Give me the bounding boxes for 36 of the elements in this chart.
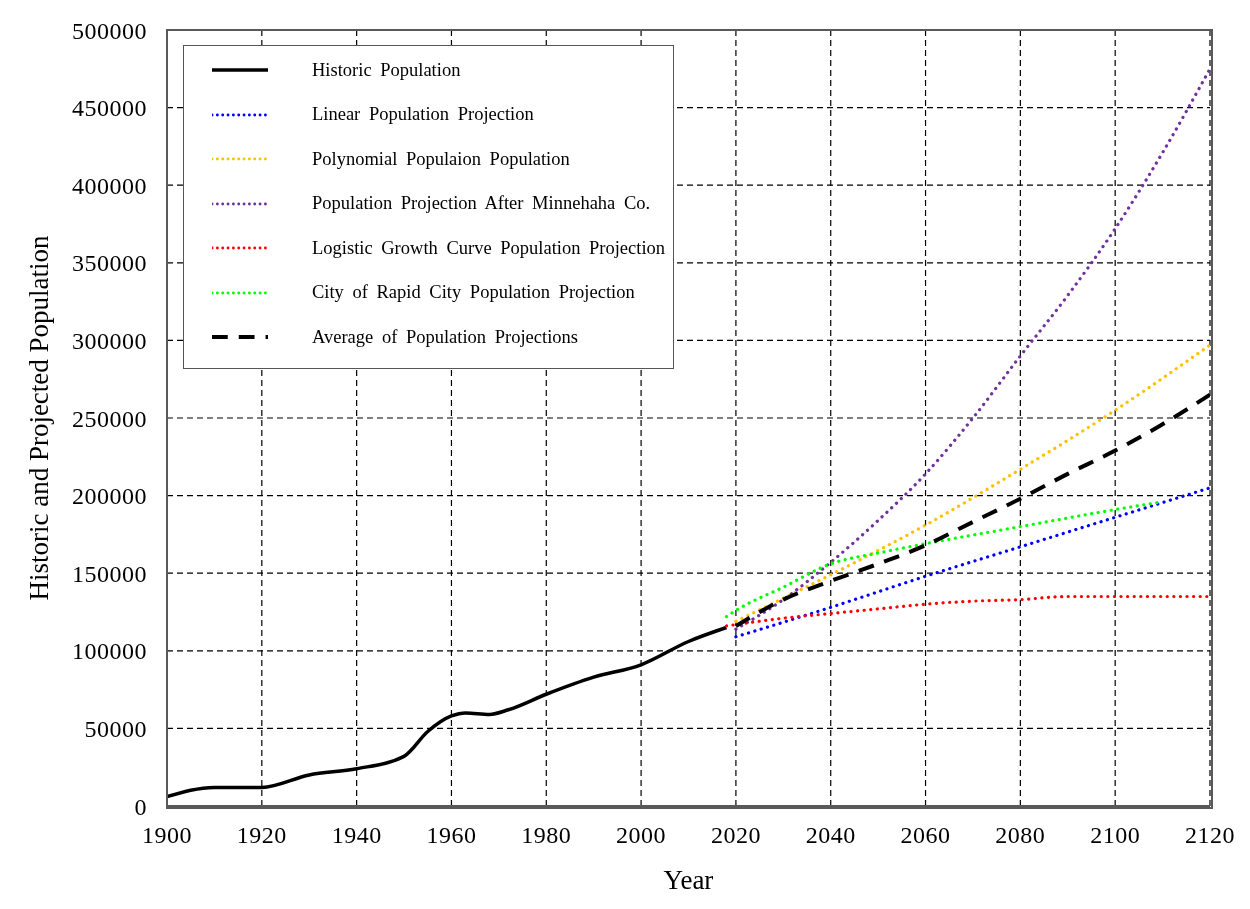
x-tick-label: 2100 bbox=[1090, 822, 1141, 849]
x-tick-label: 2020 bbox=[710, 822, 761, 849]
x-axis-title: Year bbox=[663, 865, 714, 895]
x-tick-label: 2040 bbox=[805, 822, 856, 849]
x-tick-label: 2120 bbox=[1185, 822, 1235, 849]
x-tick-label: 1980 bbox=[521, 822, 572, 849]
x-tick-label: 2060 bbox=[900, 822, 951, 849]
y-tick-label: 350000 bbox=[72, 250, 147, 277]
legend-label: City of Rapid City Population Projection bbox=[312, 282, 635, 303]
x-tick-label: 2080 bbox=[995, 822, 1046, 849]
y-tick-label: 150000 bbox=[72, 560, 147, 587]
x-tick-label: 1940 bbox=[331, 822, 382, 849]
y-tick-label: 50000 bbox=[84, 715, 147, 742]
line-series bbox=[724, 594, 1210, 628]
y-tick-label: 500000 bbox=[72, 17, 147, 44]
legend-label: Population Projection After Minnehaha Co. bbox=[312, 193, 651, 214]
y-tick-label: 0 bbox=[134, 793, 147, 820]
x-tick-label: 1920 bbox=[236, 822, 287, 849]
legend-label: Polynomial Populaion Population bbox=[312, 148, 570, 169]
legend-label: Logistic Growth Curve Population Projection bbox=[312, 237, 666, 258]
x-tick-label: 1960 bbox=[426, 822, 477, 849]
line-series bbox=[734, 486, 1210, 639]
line-series bbox=[734, 343, 1210, 623]
legend-label: Historic Population bbox=[312, 59, 461, 80]
x-tick-label: 1900 bbox=[142, 822, 192, 849]
legend-label: Linear Population Projection bbox=[312, 104, 534, 125]
y-tick-label: 100000 bbox=[72, 638, 147, 665]
x-tick-label: 2000 bbox=[616, 822, 667, 849]
legend-label: Average of Population Projections bbox=[312, 326, 578, 347]
y-tick-label: 400000 bbox=[72, 172, 147, 199]
y-tick-label: 250000 bbox=[72, 405, 147, 432]
y-tick-label: 200000 bbox=[72, 483, 147, 510]
y-tick-label: 300000 bbox=[72, 327, 147, 354]
y-tick-label: 450000 bbox=[72, 95, 147, 122]
y-axis-title: Historic and Projected Population bbox=[23, 234, 54, 601]
line-series bbox=[734, 67, 1210, 631]
